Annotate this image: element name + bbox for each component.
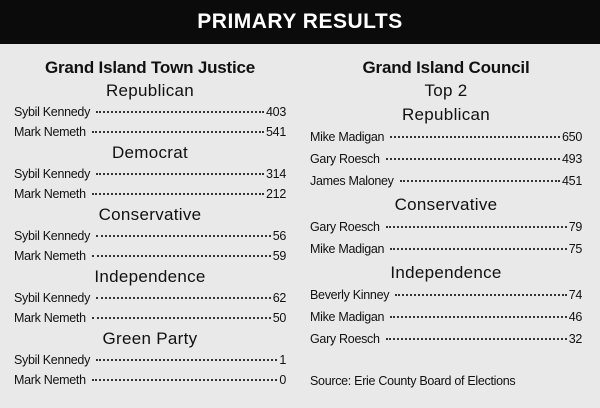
result-row: Gary Roesch 32 [310,328,582,350]
candidate-name: Sybil Kennedy [14,291,91,305]
candidate-name: James Maloney [310,174,394,188]
result-row: Gary Roesch 79 [310,216,582,238]
candidate-name: Mark Nemeth [14,373,86,387]
vote-count: 74 [568,288,583,302]
dot-leader [390,248,567,250]
result-row: Mark Nemeth 541 [14,122,286,142]
candidate-name: Mike Madigan [310,130,385,144]
source-note: Source: Erie County Board of Elections [310,374,516,388]
dot-leader [385,226,567,228]
candidate-name: Mark Nemeth [14,249,86,263]
result-row: Sybil Kennedy 1 [14,350,286,370]
party-heading: Independence [390,263,502,282]
dot-leader [96,111,265,113]
candidate-name: Sybil Kennedy [14,167,91,181]
vote-count: 493 [562,152,582,166]
party-heading: Democrat [111,143,189,162]
dot-leader [91,131,265,133]
result-row: Sybil Kennedy 56 [14,226,286,246]
result-row: James Maloney 451 [310,170,582,192]
vote-count: 1 [279,353,286,367]
candidate-name: Gary Roesch [310,152,380,166]
vote-count: 62 [272,291,287,305]
vote-count: 212 [266,187,286,201]
dot-leader [385,338,567,340]
vote-count: 59 [272,249,287,263]
dot-leader [399,180,561,182]
party-heading: Republican [105,81,195,100]
result-row: Sybil Kennedy 314 [14,164,286,184]
vote-count: 75 [568,242,583,256]
candidate-name: Mark Nemeth [14,311,86,325]
candidate-name: Beverly Kinney [310,288,390,302]
dot-leader [390,136,561,138]
dot-leader [91,379,278,381]
vote-count: 650 [562,130,582,144]
candidate-name: Gary Roesch [310,332,380,346]
candidate-name: Mike Madigan [310,242,385,256]
dot-leader [96,173,265,175]
vote-count: 541 [266,125,286,139]
party-heading: Green Party [102,329,198,348]
vote-count: 0 [279,373,286,387]
party-heading: Republican [401,105,491,124]
result-row: Mark Nemeth 59 [14,246,286,266]
dot-leader [96,359,278,361]
vote-count: 50 [272,311,287,325]
vote-count: 451 [562,174,582,188]
candidate-name: Mark Nemeth [14,125,86,139]
column-title: Grand Island Town Justice [44,58,256,77]
dot-leader [395,294,567,296]
result-row: Mike Madigan 75 [310,238,582,260]
dot-leader [385,158,561,160]
party-heading: Conservative [394,195,498,214]
vote-count: 314 [266,167,286,181]
candidate-name: Sybil Kennedy [14,105,91,119]
column-title: Grand Island Council [362,58,530,77]
result-row: Sybil Kennedy 403 [14,102,286,122]
column-subtitle: Top 2 [424,81,468,100]
vote-count: 32 [568,332,583,346]
dot-leader [96,235,271,237]
party-heading: Conservative [98,205,202,224]
header-title: PRIMARY RESULTS [0,0,600,44]
candidate-name: Sybil Kennedy [14,229,91,243]
result-row: Beverly Kinney 74 [310,284,582,306]
vote-count: 56 [272,229,287,243]
column: Grand Island Town Justice Republican Sybil… [14,56,286,390]
dot-leader [91,255,271,257]
candidate-name: Mike Madigan [310,310,385,324]
candidate-name: Gary Roesch [310,220,380,234]
result-row: Gary Roesch 493 [310,148,582,170]
candidate-name: Sybil Kennedy [14,353,91,367]
dot-leader [390,316,567,318]
vote-count: 79 [568,220,583,234]
result-row: Mike Madigan 46 [310,306,582,328]
result-row: Mike Madigan 650 [310,126,582,148]
dot-leader [96,297,271,299]
party-heading: Independence [94,267,206,286]
dot-leader [91,317,271,319]
column: Grand Island Council Top 2 Republican Mike … [310,56,582,350]
result-row: Sybil Kennedy 62 [14,288,286,308]
candidate-name: Mark Nemeth [14,187,86,201]
result-row: Mark Nemeth 212 [14,184,286,204]
result-row: Mark Nemeth 50 [14,308,286,328]
vote-count: 403 [266,105,286,119]
dot-leader [91,193,265,195]
vote-count: 46 [568,310,583,324]
result-row: Mark Nemeth 0 [14,370,286,390]
